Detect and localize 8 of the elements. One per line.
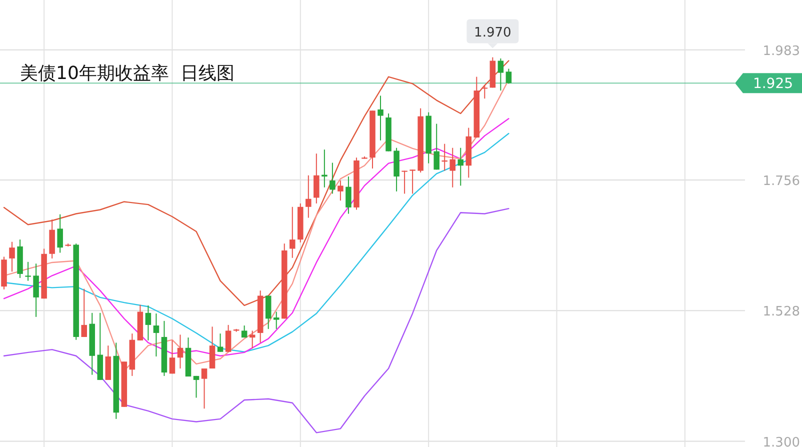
ref-line-label: 1.925 xyxy=(752,76,794,92)
ytick: 1.300 xyxy=(762,435,800,447)
callout: 1.970 xyxy=(466,19,519,48)
ytick: 1.756 xyxy=(762,174,800,189)
ytick: 1.528 xyxy=(762,304,800,320)
annotation: 1.970 xyxy=(474,25,512,40)
title: 美债10年期收益率 日线图 xyxy=(20,63,234,84)
ytick: 1.983 xyxy=(762,44,800,59)
